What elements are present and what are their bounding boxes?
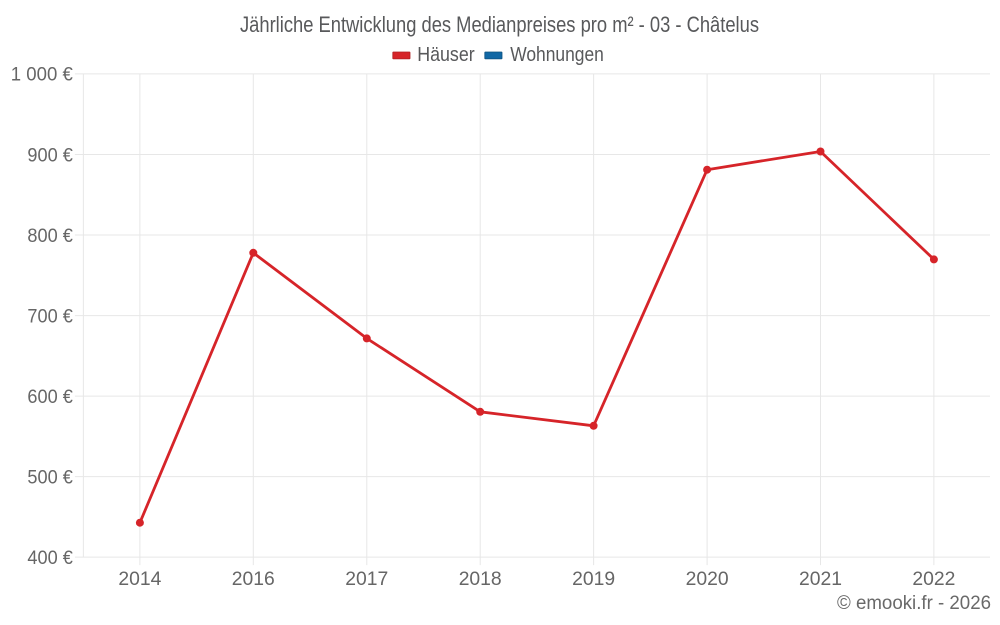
svg-text:Wohnungen: Wohnungen <box>510 43 604 66</box>
svg-text:500 €: 500 € <box>27 466 72 488</box>
svg-text:400 €: 400 € <box>27 547 72 569</box>
svg-text:700 €: 700 € <box>27 305 72 327</box>
svg-text:2016: 2016 <box>232 568 275 590</box>
svg-text:2021: 2021 <box>799 568 842 590</box>
svg-text:1 000 €: 1 000 € <box>11 64 73 86</box>
svg-text:2022: 2022 <box>912 568 955 590</box>
svg-text:800 €: 800 € <box>27 225 72 247</box>
svg-text:2019: 2019 <box>572 568 615 590</box>
svg-text:2018: 2018 <box>459 568 502 590</box>
svg-text:600 €: 600 € <box>27 386 72 408</box>
svg-text:2020: 2020 <box>686 568 729 590</box>
svg-text:Häuser: Häuser <box>417 43 475 66</box>
svg-text:2014: 2014 <box>118 568 161 590</box>
svg-text:2017: 2017 <box>345 568 388 590</box>
svg-text:Jährliche Entwicklung des Medi: Jährliche Entwicklung des Medianpreises … <box>240 12 759 37</box>
svg-text:© emooki.fr - 2026: © emooki.fr - 2026 <box>837 593 991 614</box>
svg-text:900 €: 900 € <box>27 144 72 166</box>
